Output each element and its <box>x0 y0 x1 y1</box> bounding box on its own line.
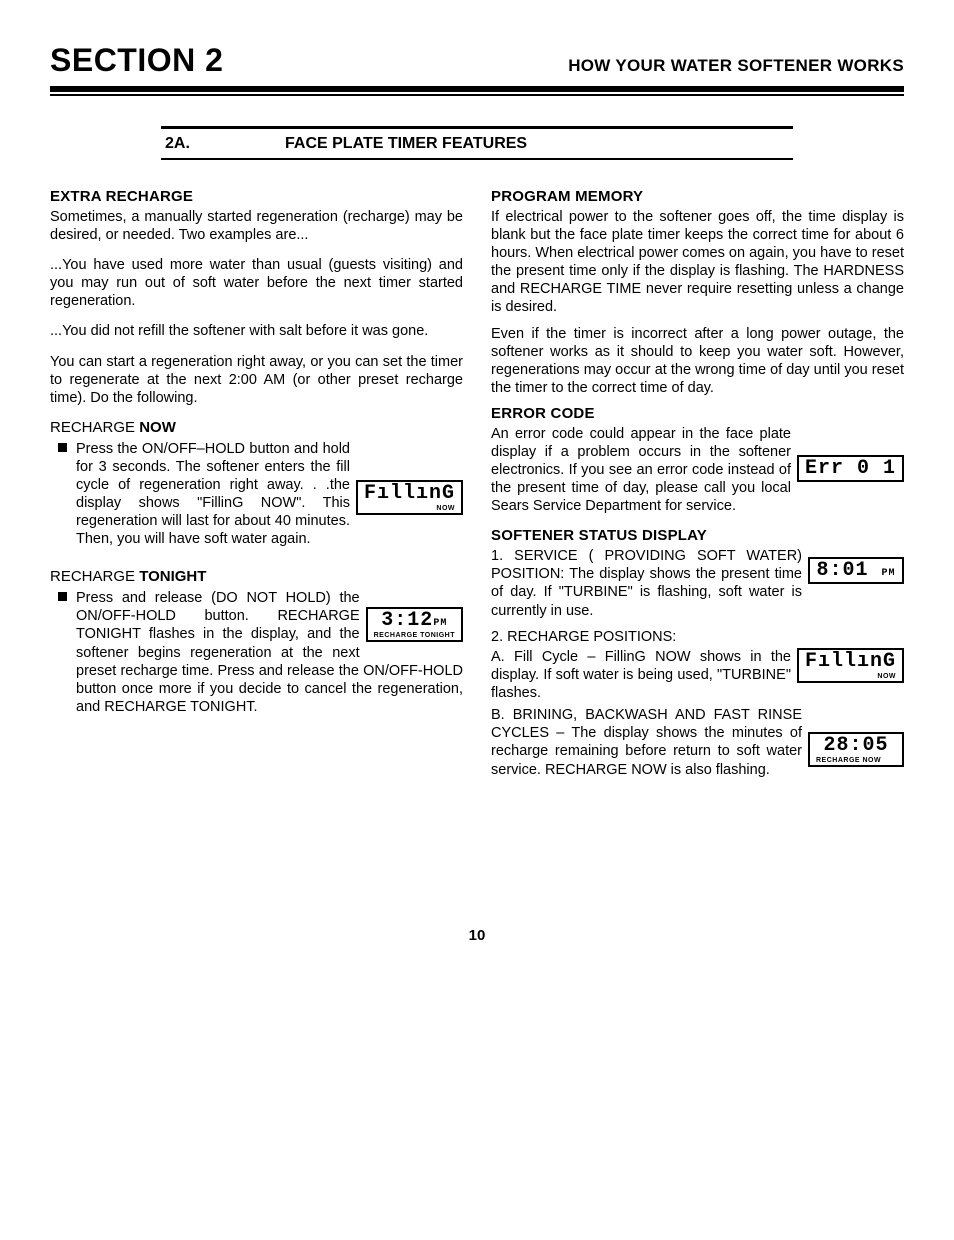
recharge-now-block: FıllınG NOW Press the ON/OFF–HOLD button… <box>50 440 463 563</box>
square-bullet-icon <box>58 592 67 601</box>
page-number: 10 <box>50 927 904 946</box>
lcd-subtext: RECHARGE NOW <box>816 757 896 764</box>
body-text: ...You have used more water than usual (… <box>50 256 463 310</box>
section-title: SECTION 2 <box>50 40 223 80</box>
heading-text: RECHARGE <box>50 568 139 585</box>
sub-header-wrap: 2A. FACE PLATE TIMER FEATURES <box>161 126 793 160</box>
heading-extra-recharge: EXTRA RECHARGE <box>50 188 463 207</box>
left-column: EXTRA RECHARGE Sometimes, a manually sta… <box>50 188 463 787</box>
lcd-text: Err 0 1 <box>805 457 896 480</box>
body-text: You can start a regeneration right away,… <box>50 353 463 407</box>
right-column: PROGRAM MEMORY If electrical power to th… <box>491 188 904 787</box>
lcd-text: 8:01 <box>816 559 868 582</box>
body-text: ...You did not refill the softener with … <box>50 322 463 340</box>
heading-bold: NOW <box>139 419 176 436</box>
heading-error-code: ERROR CODE <box>491 405 904 424</box>
heading-program-memory: PROGRAM MEMORY <box>491 188 904 207</box>
lcd-subtext: NOW <box>805 673 896 680</box>
body-text: Even if the timer is incorrect after a l… <box>491 325 904 398</box>
recharge-tonight-block: 3:12PM RECHARGE TONIGHT Press and releas… <box>50 589 463 728</box>
lcd-display-filling: FıllınG NOW <box>356 480 463 515</box>
sub-header-number: 2A. <box>165 134 285 154</box>
page-header: SECTION 2 HOW YOUR WATER SOFTENER WORKS <box>50 40 904 84</box>
heading-text: RECHARGE <box>50 419 139 436</box>
lcd-display-countdown: 28:05 RECHARGE NOW <box>808 732 904 767</box>
heading-recharge-tonight: RECHARGE TONIGHT <box>50 568 463 587</box>
lcd-subtext: RECHARGE TONIGHT <box>374 632 455 639</box>
header-rule-thick <box>50 86 904 92</box>
heading-recharge-now: RECHARGE NOW <box>50 419 463 438</box>
body-text: 2. RECHARGE POSITIONS: <box>491 628 904 646</box>
body-text: Sometimes, a manually started regenerati… <box>50 208 463 244</box>
lcd-display-clock: 8:01 PM <box>808 557 904 584</box>
header-subtitle: HOW YOUR WATER SOFTENER WORKS <box>568 55 904 76</box>
header-rule-thin <box>50 94 904 96</box>
heading-bold: TONIGHT <box>139 568 206 585</box>
square-bullet-icon <box>58 443 67 452</box>
status-item-1: 8:01 PM 1. SERVICE ( PROVIDING SOFT WATE… <box>491 547 904 628</box>
lcd-text: 3:12 <box>381 609 433 632</box>
lcd-display-time: 3:12PM RECHARGE TONIGHT <box>366 607 463 642</box>
lcd-text: FıllınG <box>364 482 455 505</box>
heading-status-display: SOFTENER STATUS DISPLAY <box>491 527 904 546</box>
lcd-display-filling: FıllınG NOW <box>797 648 904 683</box>
content-columns: EXTRA RECHARGE Sometimes, a manually sta… <box>50 188 904 787</box>
lcd-subtext: NOW <box>364 505 455 512</box>
body-text: If electrical power to the softener goes… <box>491 208 904 317</box>
lcd-display-error: Err 0 1 <box>797 455 904 482</box>
lcd-pm: PM <box>882 568 896 579</box>
lcd-text: FıllınG <box>805 650 896 673</box>
status-item-2b: 28:05 RECHARGE NOW B. BRINING, BACKWASH … <box>491 706 904 787</box>
lcd-pm: PM <box>433 618 447 629</box>
error-code-block: Err 0 1 An error code could appear in th… <box>491 425 904 524</box>
status-item-2a: FıllınG NOW A. Fill Cycle – FillinG NOW … <box>491 648 904 706</box>
sub-header-title: FACE PLATE TIMER FEATURES <box>285 134 527 154</box>
sub-header: 2A. FACE PLATE TIMER FEATURES <box>161 126 793 160</box>
lcd-text: 28:05 <box>823 734 888 757</box>
